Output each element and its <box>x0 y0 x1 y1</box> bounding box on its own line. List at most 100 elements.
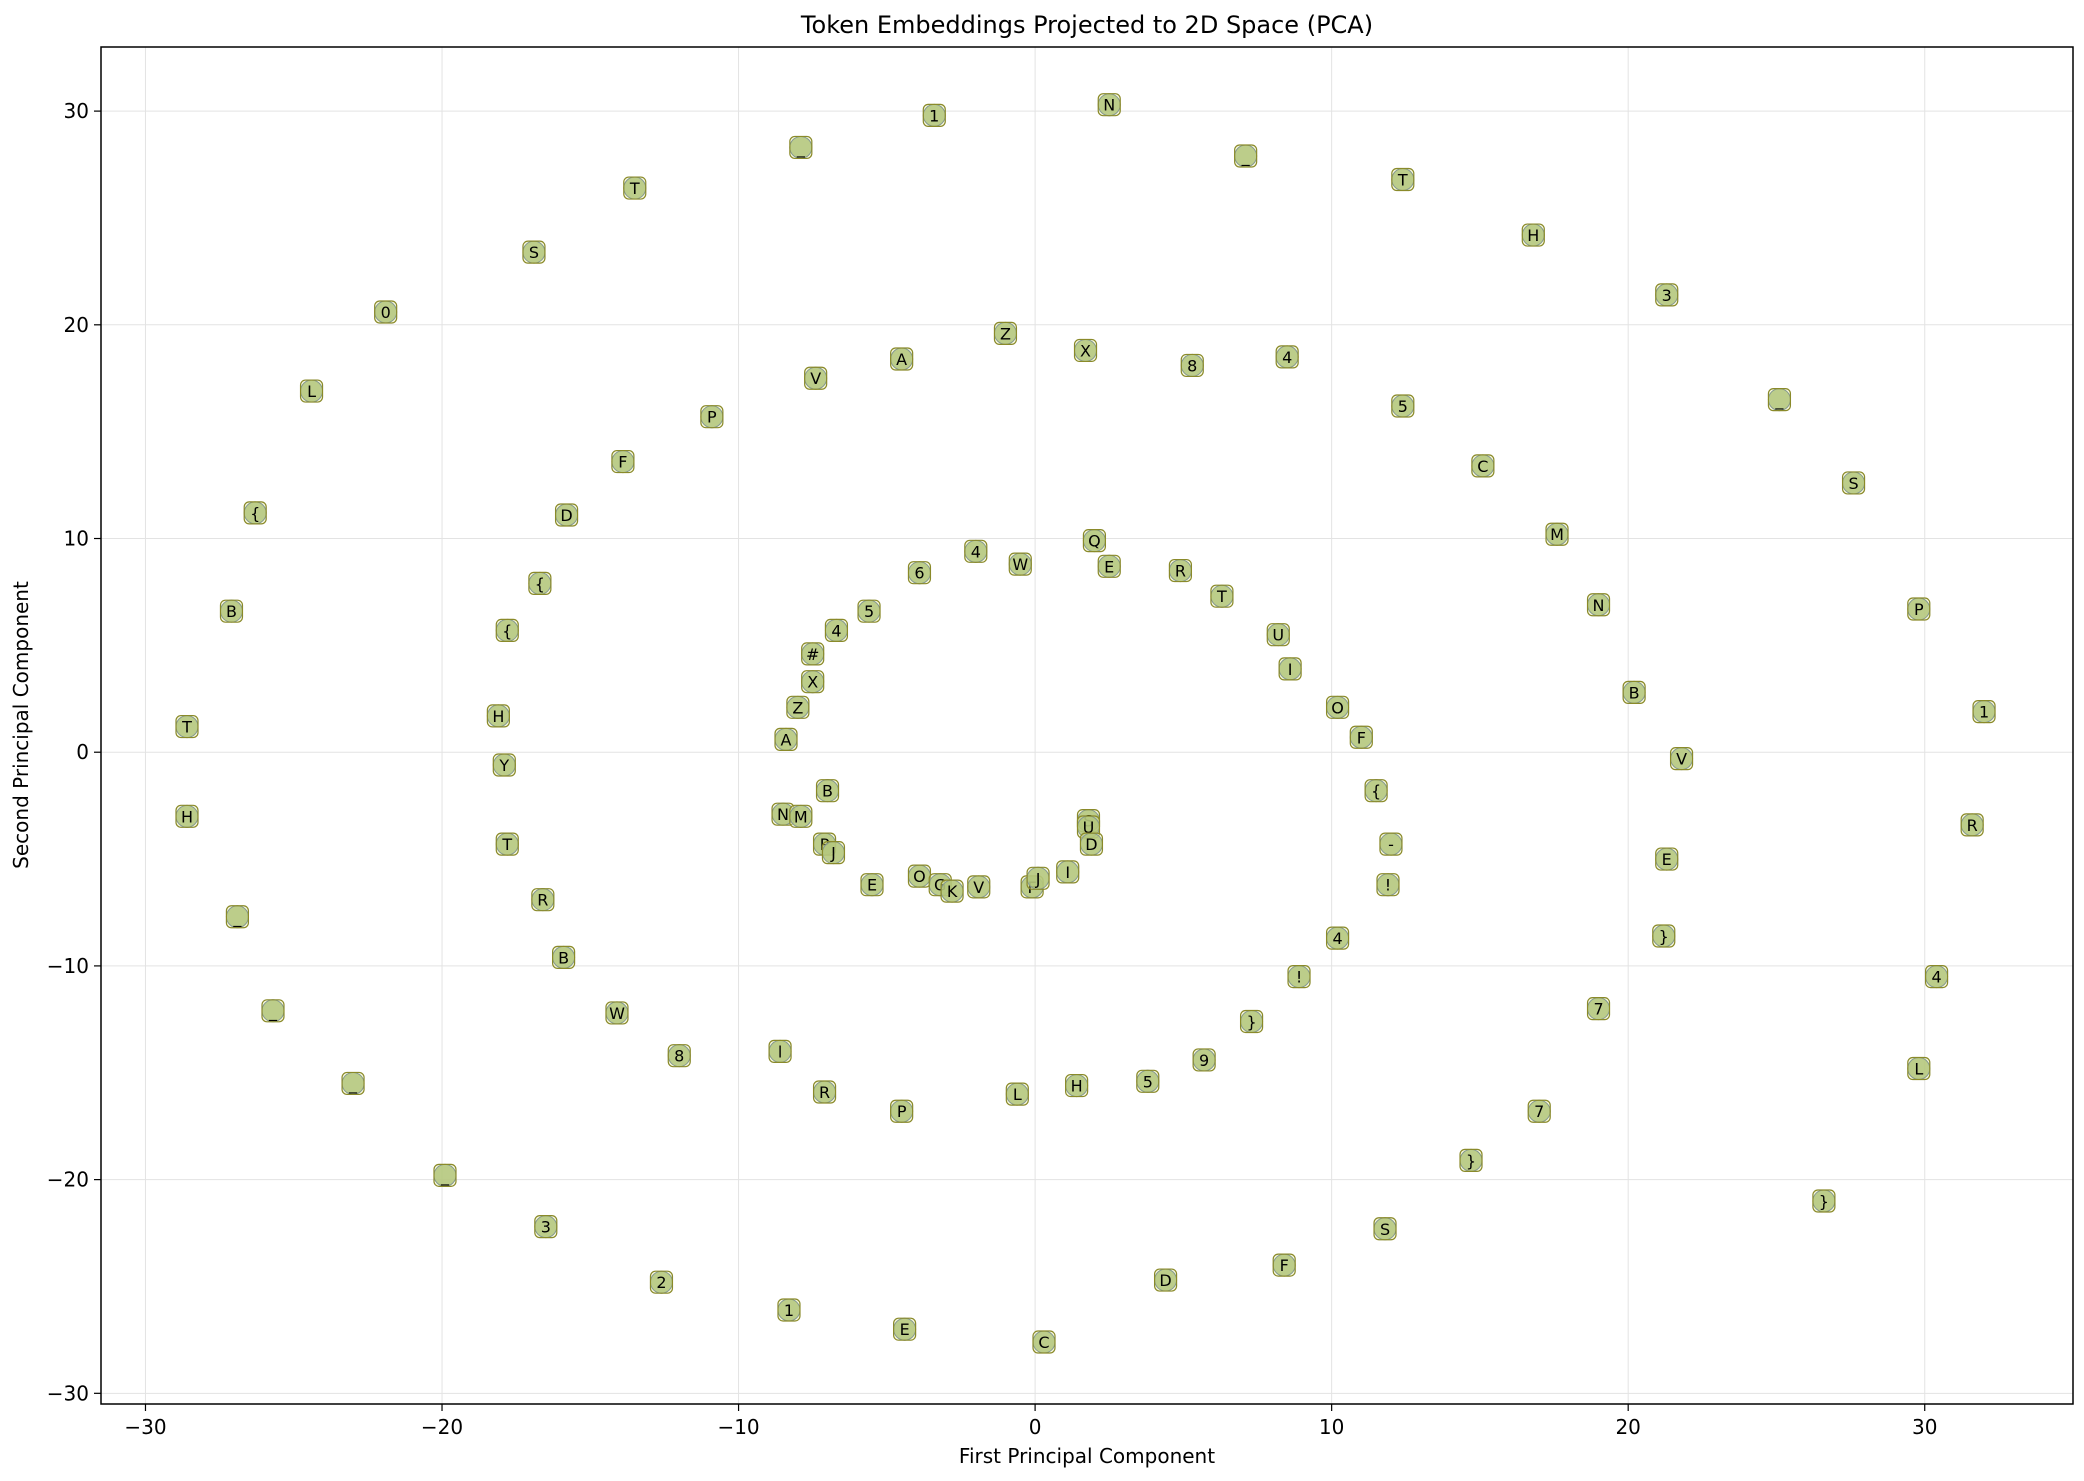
point-label-box-69 <box>1136 1069 1160 1093</box>
x-tick-label-1: −20 <box>421 1415 463 1439</box>
point-label-97: P <box>820 835 830 854</box>
point-label-42: N <box>1593 596 1605 615</box>
data-point: U <box>1266 623 1290 647</box>
point-label-box-56 <box>495 618 519 643</box>
point-label-93: A <box>781 730 792 749</box>
point-label-70: 9 <box>1199 1051 1209 1070</box>
point-label-box-67 <box>1005 1082 1029 1106</box>
data-point: W <box>605 1001 629 1025</box>
data-point: L <box>1005 1082 1029 1106</box>
point-label-16: T <box>181 718 192 737</box>
data-point: R <box>531 888 555 912</box>
data-point: A <box>774 727 798 751</box>
point-label-box-91 <box>801 670 825 694</box>
data-point: C <box>1471 454 1495 478</box>
point-label-102: K <box>947 882 958 901</box>
point-label-55: { <box>535 574 545 593</box>
data-point: 1 <box>922 103 946 127</box>
point-label-box-53 <box>611 449 635 474</box>
data-point: - <box>1379 832 1403 856</box>
point-label-box-78 <box>1325 695 1350 719</box>
data-point: W <box>1008 552 1032 576</box>
data-point: 3 <box>1655 283 1679 307</box>
point-label-90: # <box>806 645 819 664</box>
point-label-94: B <box>822 782 833 801</box>
data-point: 1 <box>1972 700 1996 724</box>
point-label-box-62 <box>605 1001 629 1025</box>
point-label-48: X <box>1080 341 1091 360</box>
point-label-29: 1 <box>784 1301 794 1320</box>
point-label-76: { <box>1371 782 1381 801</box>
point-label-box-19 <box>1960 813 1984 837</box>
point-label-box-42 <box>1586 593 1611 617</box>
y-tick-label-2: −10 <box>47 954 89 978</box>
data-point: Z <box>786 695 810 719</box>
point-label-box-18 <box>175 804 199 828</box>
data-point: P <box>700 405 724 429</box>
point-label-box-102 <box>940 879 964 903</box>
y-tick-label-6: 30 <box>64 99 89 123</box>
point-label-103: V <box>973 878 984 897</box>
data-point: _ <box>789 135 813 160</box>
data-point: M <box>789 804 813 828</box>
point-label-45: 5 <box>1398 397 1408 416</box>
data-point: N <box>1586 593 1611 617</box>
point-label-box-76 <box>1364 779 1388 803</box>
point-label-17: 1 <box>1979 703 1989 722</box>
point-label-66: P <box>897 1102 907 1121</box>
data-point: _ <box>261 999 285 1023</box>
data-point: S <box>1841 471 1866 495</box>
data-point: 7 <box>1586 997 1611 1021</box>
point-label-26: _ <box>440 1166 450 1186</box>
point-label-box-24 <box>341 1071 365 1096</box>
y-axis-label: Second Principal Component <box>9 581 33 869</box>
point-label-box-8 <box>1655 283 1679 307</box>
data-point: l <box>768 1039 792 1063</box>
data-point: M <box>1545 522 1569 546</box>
point-label-box-109 <box>1079 832 1104 856</box>
data-point: K <box>940 879 964 903</box>
point-label-box-6 <box>1521 223 1545 247</box>
data-point: _ <box>1234 144 1258 168</box>
point-label-5: T <box>629 179 640 198</box>
point-label-75: - <box>1388 835 1394 854</box>
point-label-box-12 <box>243 501 267 525</box>
point-label-box-55 <box>528 571 552 595</box>
point-label-51: V <box>810 369 821 388</box>
point-label-box-58 <box>492 753 516 777</box>
point-label-83: E <box>1104 557 1114 576</box>
point-label-box-61 <box>552 945 576 969</box>
data-point: L <box>1907 1056 1931 1081</box>
point-label-89: 4 <box>831 621 841 640</box>
data-point: R <box>1168 558 1193 583</box>
y-tick-label-4: 10 <box>64 527 89 551</box>
data-point: 2 <box>649 1270 674 1294</box>
point-label-box-37 <box>1586 997 1611 1021</box>
data-point: H <box>1065 1073 1089 1098</box>
data-point: T <box>495 832 519 856</box>
data-point: _ <box>225 905 250 929</box>
point-label-14: B <box>226 602 237 621</box>
data-point: J <box>821 841 846 865</box>
data-point: L <box>299 379 324 403</box>
data-point: E <box>893 1317 917 1341</box>
point-label-box-98 <box>821 841 846 865</box>
point-label-box-71 <box>1239 1009 1264 1034</box>
data-point: H <box>486 704 510 728</box>
point-label-box-21 <box>1924 964 1949 989</box>
point-label-box-77 <box>1349 725 1373 749</box>
point-label-box-7 <box>522 240 546 264</box>
point-label-100: O <box>913 867 926 886</box>
data-point: I <box>1056 860 1080 884</box>
data-point: 9 <box>1192 1048 1216 1072</box>
point-label-50: A <box>896 350 907 369</box>
point-label-box-63 <box>667 1044 691 1068</box>
data-point: O <box>1325 695 1350 719</box>
data-point: P <box>890 1099 914 1123</box>
point-label-box-74 <box>1376 873 1400 897</box>
point-label-box-93 <box>774 727 798 751</box>
data-point: T <box>1391 167 1415 192</box>
data-point: N <box>1097 93 1121 117</box>
point-label-box-60 <box>531 888 555 912</box>
point-label-95: N <box>777 805 789 824</box>
